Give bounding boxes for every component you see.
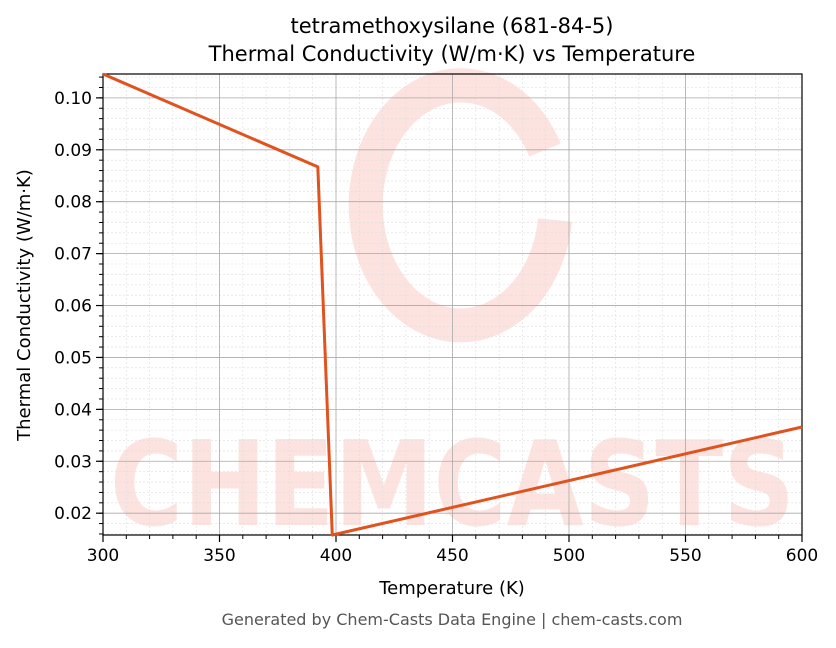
y-tick-label: 0.07 [54,245,92,265]
x-tick-label: 400 [320,546,352,566]
y-tick-label: 0.10 [54,89,92,109]
watermark-arc [348,68,572,343]
y-tick-label: 0.03 [54,452,92,472]
series-line [102,72,803,537]
y-tick-label: 0.05 [54,348,92,368]
x-tick-label: 600 [786,546,818,566]
footer-credit: Generated by Chem-Casts Data Engine | ch… [222,610,683,629]
y-tick-label: 0.02 [54,504,92,524]
x-tick-label: 450 [436,546,468,566]
x-axis-label: Temperature (K) [378,578,525,599]
chart-subtitle: Thermal Conductivity (W/m·K) vs Temperat… [208,42,696,66]
x-tick-label: 300 [87,546,119,566]
x-tick-label: 350 [203,546,235,566]
x-tick-label: 500 [553,546,585,566]
plot-frame [102,73,803,536]
y-tick-label: 0.06 [54,297,92,317]
y-tick-label: 0.09 [54,141,92,161]
x-tick-label: 550 [669,546,701,566]
y-axis-label: Thermal Conductivity (W/m·K) [14,169,35,442]
y-tick-label: 0.04 [54,400,92,420]
chart-title: tetramethoxysilane (681-84-5) [291,14,614,38]
y-tick-label: 0.08 [54,193,92,213]
